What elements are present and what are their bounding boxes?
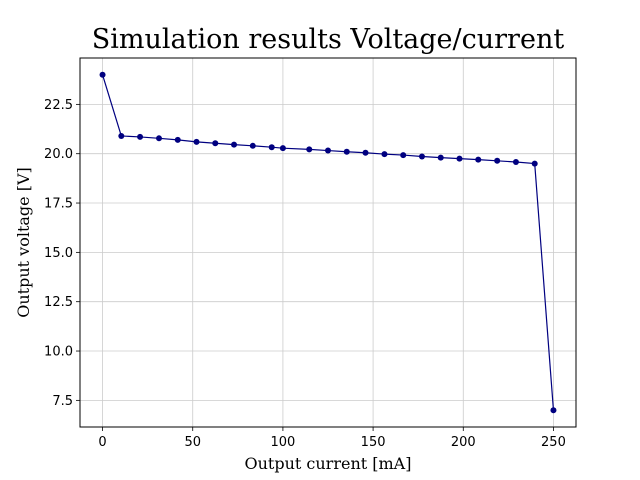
x-tick-label: 100 bbox=[270, 435, 295, 450]
data-point bbox=[174, 136, 181, 143]
data-point bbox=[381, 151, 388, 158]
x-tick-label: 150 bbox=[361, 435, 386, 450]
data-point bbox=[494, 157, 501, 164]
data-point bbox=[437, 154, 444, 161]
x-tick-label: 0 bbox=[98, 435, 106, 450]
data-point bbox=[279, 145, 286, 152]
data-point bbox=[249, 142, 256, 149]
data-point bbox=[550, 407, 557, 414]
x-axis-label: Output current [mA] bbox=[245, 454, 412, 473]
data-point bbox=[418, 153, 425, 160]
data-point bbox=[268, 144, 275, 151]
data-point bbox=[137, 133, 144, 140]
data-point bbox=[325, 147, 331, 154]
data-point bbox=[212, 140, 219, 147]
data-point bbox=[400, 152, 407, 159]
data-point bbox=[306, 146, 313, 153]
data-point bbox=[99, 71, 106, 78]
data-point bbox=[193, 138, 200, 145]
y-tick-label: 15.0 bbox=[44, 246, 73, 261]
data-point bbox=[531, 160, 538, 167]
data-point bbox=[475, 156, 482, 163]
y-tick-label: 10.0 bbox=[44, 345, 73, 360]
chart-title: Simulation results Voltage/current bbox=[92, 24, 565, 55]
data-point bbox=[456, 155, 463, 162]
x-tick-label: 50 bbox=[184, 435, 201, 450]
data-point bbox=[118, 132, 125, 139]
data-point bbox=[231, 141, 238, 148]
x-axis: 0 50 100 150 200 250 bbox=[98, 427, 566, 450]
plot-frame bbox=[79, 57, 577, 428]
data-point bbox=[362, 149, 369, 156]
grid bbox=[80, 58, 576, 427]
data-point bbox=[155, 135, 162, 142]
x-tick-label: 250 bbox=[541, 435, 566, 450]
data-point bbox=[512, 158, 519, 165]
data-point bbox=[343, 148, 350, 155]
y-tick-label: 22.5 bbox=[44, 98, 73, 113]
y-tick-label: 17.5 bbox=[44, 197, 73, 212]
x-tick-label: 200 bbox=[451, 435, 476, 450]
y-axis: 7.5 10.0 12.5 15.0 17.5 20.0 22.5 bbox=[44, 98, 80, 409]
y-tick-label: 20.0 bbox=[44, 147, 73, 162]
y-tick-label: 12.5 bbox=[44, 295, 73, 310]
series-layer bbox=[99, 71, 557, 414]
y-tick-label: 7.5 bbox=[52, 394, 73, 409]
y-axis-label: Output voltage [V] bbox=[14, 167, 33, 318]
